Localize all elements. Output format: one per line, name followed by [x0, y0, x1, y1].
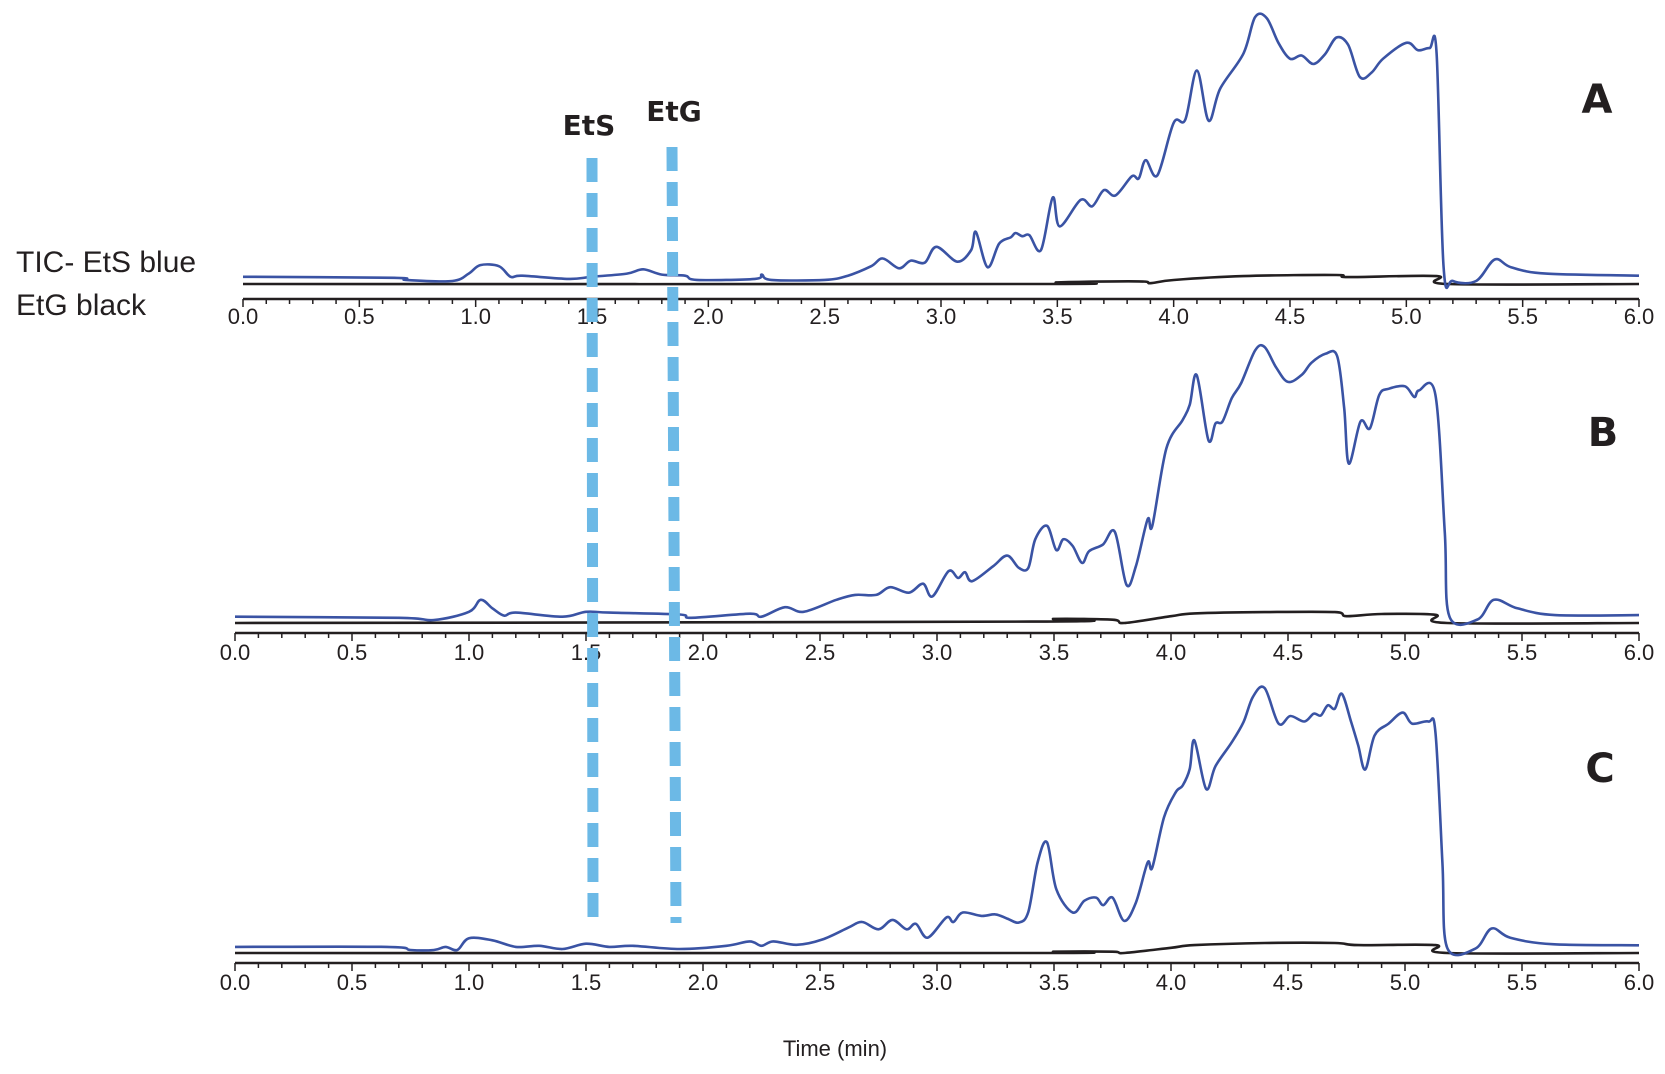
x-tick-label: 1.0 — [460, 304, 491, 329]
x-tick-label: 2.0 — [688, 970, 719, 995]
x-tick-label: 5.0 — [1390, 640, 1421, 665]
marker-label-ets: EtS — [563, 109, 616, 142]
x-tick-label: 3.5 — [1039, 970, 1070, 995]
x-tick-label: 4.0 — [1156, 970, 1187, 995]
x-tick-label: 3.5 — [1039, 640, 1070, 665]
panel-c: 0.0 0.5 1.0 1.5 2.0 2.5 3.0 3.5 4.0 4.5 5.0 5.5 6.0 — [220, 685, 1655, 995]
x-tick-label: 6.0 — [1624, 970, 1655, 995]
series-line-ets — [242, 12, 1640, 290]
series-line-ets — [234, 685, 1640, 957]
x-tick-label: 1.0 — [454, 970, 485, 995]
x-tick-label: 4.5 — [1275, 304, 1306, 329]
x-tick-label: 4.0 — [1156, 640, 1187, 665]
x-tick-label: 2.5 — [809, 304, 840, 329]
x-tick-label: 0.5 — [337, 640, 368, 665]
panel-label-c: C — [1585, 746, 1614, 792]
x-tick-label: 0.0 — [220, 640, 251, 665]
x-tick-label: 2.0 — [688, 640, 719, 665]
marker-line-etg — [666, 146, 682, 924]
x-tick-label: 0.0 — [220, 970, 251, 995]
series-line-etg — [242, 273, 1640, 286]
x-tick-label: 4.5 — [1273, 970, 1304, 995]
x-tick-label: 2.0 — [693, 304, 724, 329]
x-axis-title: Time (min) — [783, 1036, 887, 1061]
marker-label-etg: EtG — [646, 95, 702, 128]
x-tick-label: 3.0 — [922, 640, 953, 665]
x-tick-label: 4.5 — [1273, 640, 1304, 665]
panel-label-b: B — [1588, 410, 1619, 456]
x-tick-label: 3.0 — [926, 304, 957, 329]
x-tick-label: 0.5 — [337, 970, 368, 995]
marker-line-ets — [586, 157, 599, 929]
x-tick-label: 1.5 — [571, 970, 602, 995]
x-tick-label: 6.0 — [1624, 640, 1655, 665]
x-tick-label: 5.5 — [1507, 970, 1538, 995]
x-tick-label: 3.0 — [922, 970, 953, 995]
x-tick-label: 0.5 — [344, 304, 375, 329]
x-tick-label: 3.5 — [1042, 304, 1073, 329]
series-line-ets — [234, 343, 1640, 626]
x-tick-label: 2.5 — [805, 970, 836, 995]
x-tick-label: 0.0 — [228, 304, 259, 329]
panel-a: 0.00.51.01.52.02.53.03.54.04.55.05.56.0 — [228, 12, 1655, 329]
x-tick-label: 5.0 — [1391, 304, 1422, 329]
x-tick-label: 4.0 — [1158, 304, 1189, 329]
x-tick-label: 1.0 — [454, 640, 485, 665]
legend-line-etg: EtG black — [16, 289, 147, 322]
legend-line-ets: TIC- EtS blue — [16, 246, 196, 279]
x-tick-label: 2.5 — [805, 640, 836, 665]
series-line-etg — [234, 610, 1640, 625]
x-tick-label: 5.5 — [1507, 304, 1538, 329]
x-tick-label: 5.5 — [1507, 640, 1538, 665]
panel-b: 0.0 0.5 1.0 1.5 2.0 2.5 3.0 3.5 4.0 4.5 5.0 5.5 6.0 — [220, 343, 1655, 665]
series-line-etg — [234, 941, 1640, 955]
panels: 0.00.51.01.52.02.53.03.54.04.55.05.56.00… — [220, 12, 1655, 995]
panel-label-a: A — [1582, 77, 1613, 123]
x-tick-label: 5.0 — [1390, 970, 1421, 995]
x-tick-label: 6.0 — [1624, 304, 1655, 329]
marker-lines — [586, 146, 682, 929]
